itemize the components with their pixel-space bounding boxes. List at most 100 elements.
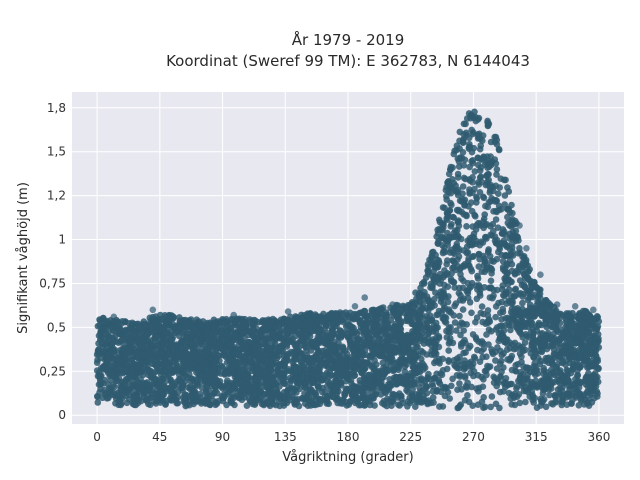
scatter-point bbox=[116, 356, 123, 363]
scatter-point bbox=[446, 207, 454, 214]
scatter-point bbox=[488, 270, 495, 277]
scatter-point bbox=[530, 330, 537, 338]
scatter-point bbox=[526, 266, 533, 273]
scatter-point bbox=[568, 319, 576, 327]
scatter-point bbox=[486, 264, 494, 271]
scatter-point bbox=[552, 313, 560, 321]
scatter-point bbox=[493, 197, 501, 205]
scatter-point bbox=[157, 324, 165, 332]
scatter-point bbox=[508, 251, 515, 258]
scatter-point bbox=[211, 376, 219, 384]
scatter-point bbox=[443, 192, 450, 200]
scatter-point bbox=[522, 387, 530, 395]
scatter-point bbox=[179, 364, 187, 371]
scatter-point bbox=[463, 223, 470, 230]
scatter-point bbox=[478, 303, 486, 310]
scatter-point bbox=[168, 367, 176, 375]
scatter-point bbox=[280, 402, 288, 409]
scatter-point bbox=[550, 350, 558, 358]
scatter-point bbox=[504, 381, 512, 389]
scatter-point bbox=[426, 302, 434, 309]
scatter-point bbox=[508, 240, 516, 247]
scatter-point bbox=[477, 173, 485, 180]
scatter-point bbox=[395, 317, 403, 324]
scatter-point bbox=[384, 347, 391, 355]
scatter-point bbox=[470, 230, 478, 238]
scatter-point bbox=[455, 206, 463, 214]
scatter-point bbox=[302, 384, 310, 392]
scatter-point bbox=[325, 348, 332, 356]
scatter-point bbox=[266, 371, 273, 378]
scatter-point bbox=[457, 292, 464, 299]
scatter-point bbox=[461, 374, 469, 381]
scatter-point bbox=[465, 134, 473, 142]
scatter-point bbox=[565, 337, 572, 345]
scatter-point bbox=[141, 387, 149, 395]
scatter-point bbox=[473, 336, 480, 343]
scatter-point bbox=[105, 381, 112, 389]
scatter-point bbox=[356, 377, 364, 384]
scatter-point bbox=[321, 336, 329, 343]
scatter-point bbox=[450, 214, 458, 221]
scatter-point bbox=[553, 318, 561, 326]
scatter-point bbox=[250, 342, 258, 350]
scatter-point bbox=[358, 388, 365, 396]
scatter-point bbox=[386, 382, 394, 390]
scatter-point bbox=[569, 309, 576, 317]
scatter-point bbox=[252, 376, 260, 383]
scatter-point bbox=[418, 347, 425, 355]
scatter-point bbox=[332, 386, 339, 393]
scatter-point bbox=[350, 382, 357, 390]
scatter-point bbox=[445, 324, 453, 332]
scatter-point bbox=[502, 375, 510, 382]
scatter-point bbox=[485, 284, 493, 292]
scatter-point bbox=[126, 396, 133, 403]
scatter-point bbox=[171, 347, 179, 355]
scatter-point bbox=[486, 318, 494, 325]
scatter-point bbox=[481, 255, 488, 262]
scatter-point bbox=[516, 245, 523, 252]
scatter-point bbox=[146, 381, 153, 388]
scatter-point bbox=[441, 385, 449, 392]
scatter-point bbox=[480, 404, 487, 412]
scatter-point bbox=[461, 201, 469, 208]
scatter-point bbox=[470, 144, 478, 152]
scatter-point bbox=[536, 347, 543, 355]
scatter-point bbox=[520, 281, 528, 288]
scatter-point bbox=[460, 120, 468, 128]
scatter-point bbox=[269, 315, 277, 323]
scatter-point bbox=[445, 308, 453, 315]
scatter-point bbox=[140, 379, 148, 387]
scatter-point bbox=[231, 384, 239, 392]
scatter-point bbox=[510, 293, 518, 300]
scatter-point bbox=[299, 337, 307, 345]
scatter-point bbox=[362, 398, 369, 405]
scatter-point bbox=[466, 299, 474, 306]
scatter-point bbox=[370, 321, 378, 328]
scatter-point bbox=[167, 384, 174, 392]
scatter-point bbox=[581, 308, 589, 316]
scatter-point bbox=[301, 342, 309, 350]
scatter-point bbox=[491, 133, 499, 141]
scatter-point bbox=[190, 400, 197, 408]
data-points bbox=[93, 108, 603, 412]
scatter-point bbox=[487, 403, 495, 411]
scatter-point bbox=[356, 319, 364, 327]
scatter-point bbox=[117, 337, 125, 345]
scatter-point bbox=[585, 313, 592, 320]
scatter-point bbox=[168, 397, 175, 404]
scatter-point bbox=[519, 253, 526, 261]
scatter-point bbox=[309, 357, 317, 365]
scatter-point bbox=[471, 185, 478, 193]
scatter-point bbox=[114, 365, 121, 372]
scatter-point bbox=[320, 360, 328, 368]
scatter-point bbox=[255, 396, 262, 404]
scatter-point bbox=[530, 345, 538, 353]
scatter-point bbox=[463, 249, 471, 257]
scatter-point bbox=[309, 379, 317, 387]
scatter-point bbox=[162, 400, 169, 408]
scatter-point bbox=[511, 401, 519, 409]
scatter-point bbox=[466, 186, 473, 193]
scatter-point bbox=[572, 340, 579, 347]
scatter-point bbox=[557, 369, 564, 377]
